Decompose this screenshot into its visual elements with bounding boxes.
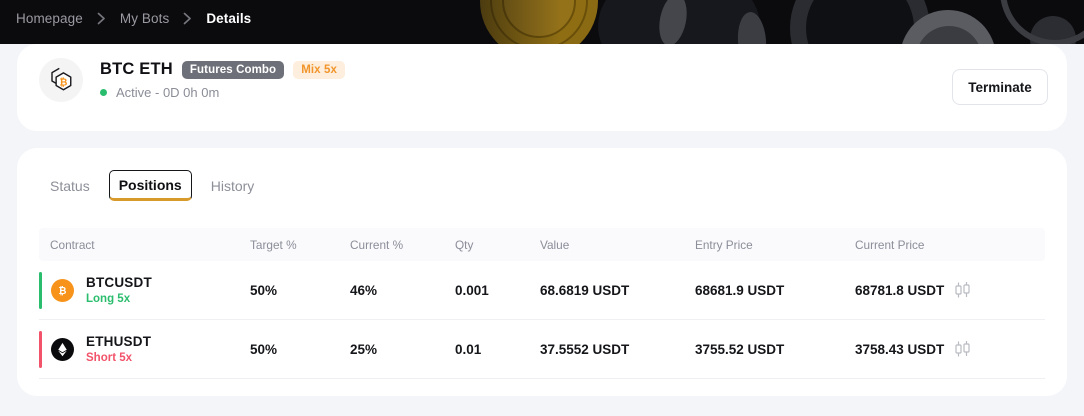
table-header-row: Contract Target % Current % Qty Value En… xyxy=(39,228,1045,261)
positions-content-card: Status Positions History Contract Target… xyxy=(17,148,1067,396)
hero-banner: Homepage My Bots Details xyxy=(0,0,1084,44)
hero-gradient-overlay xyxy=(0,0,1084,44)
column-header-target: Target % xyxy=(250,237,297,252)
hero-decorative-art xyxy=(0,0,1084,44)
cell-entry-price: 3755.52 USDT xyxy=(695,341,785,357)
candlestick-chart-icon[interactable] xyxy=(954,340,971,358)
status-dot-icon xyxy=(100,89,107,96)
svg-text:₿: ₿ xyxy=(59,286,67,297)
positions-table: Contract Target % Current % Qty Value En… xyxy=(39,228,1045,379)
bitcoin-hexagon-icon: ₿ xyxy=(39,58,83,102)
contract-symbol: BTCUSDT xyxy=(86,275,152,290)
cell-target: 50% xyxy=(250,282,278,298)
table-row: ETHUSDT Short 5x 50% 25% 0.01 37.5552 US… xyxy=(39,320,1045,379)
cell-value: 68.6819 USDT xyxy=(540,282,630,298)
tab-bar: Status Positions History xyxy=(39,170,265,201)
position-side-indicator-long xyxy=(39,272,42,309)
column-header-entry-price: Entry Price xyxy=(695,237,753,252)
bot-title-line: BTC ETH Futures Combo Mix 5x xyxy=(100,60,345,79)
cell-current-price: 68781.8 USDT xyxy=(855,282,945,298)
tab-history[interactable]: History xyxy=(210,177,255,194)
contract-symbol: ETHUSDT xyxy=(86,334,152,349)
badge-leverage: Mix 5x xyxy=(293,60,345,79)
badge-strategy-type: Futures Combo xyxy=(181,60,285,79)
cell-current-price: 3758.43 USDT xyxy=(855,341,945,357)
bot-meta: BTC ETH Futures Combo Mix 5x Active - 0D… xyxy=(100,60,345,100)
cell-target: 50% xyxy=(250,341,278,357)
bot-status: Active - 0D 0h 0m xyxy=(100,85,345,100)
column-header-current: Current % xyxy=(350,237,404,252)
bot-name: BTC ETH xyxy=(100,60,173,78)
bot-header-card: ₿ BTC ETH Futures Combo Mix 5x Active - … xyxy=(17,44,1067,131)
breadcrumb-item-homepage[interactable]: Homepage xyxy=(16,10,83,26)
cell-current-price-wrap: 68781.8 USDT xyxy=(844,281,1045,299)
cell-qty: 0.001 xyxy=(455,282,489,298)
terminate-button[interactable]: Terminate xyxy=(952,69,1048,105)
position-side-indicator-short xyxy=(39,331,42,368)
cell-qty: 0.01 xyxy=(455,341,482,357)
candlestick-chart-icon[interactable] xyxy=(954,281,971,299)
cell-current: 25% xyxy=(350,341,378,357)
cell-entry-price: 68681.9 USDT xyxy=(695,282,785,298)
breadcrumb-item-details: Details xyxy=(206,10,252,26)
column-header-value: Value xyxy=(540,237,570,252)
contract-text: BTCUSDT Long 5x xyxy=(86,275,152,305)
column-header-qty: Qty xyxy=(455,237,474,252)
svg-text:₿: ₿ xyxy=(59,77,67,88)
bot-status-text: Active - 0D 0h 0m xyxy=(116,85,220,100)
contract-cell: ₿ BTCUSDT Long 5x xyxy=(39,275,239,305)
ethereum-coin-icon xyxy=(51,337,74,361)
contract-direction: Long 5x xyxy=(86,293,131,305)
contract-direction: Short 5x xyxy=(86,352,133,364)
column-header-current-price: Current Price xyxy=(855,237,925,252)
bitcoin-coin-icon: ₿ xyxy=(51,278,74,302)
cell-current: 46% xyxy=(350,282,378,298)
tab-positions[interactable]: Positions xyxy=(108,170,192,201)
cell-value: 37.5552 USDT xyxy=(540,341,630,357)
tab-status[interactable]: Status xyxy=(50,177,90,194)
column-header-contract: Contract xyxy=(50,237,95,252)
contract-text: ETHUSDT Short 5x xyxy=(86,334,151,364)
bot-identity: ₿ BTC ETH Futures Combo Mix 5x Active - … xyxy=(39,58,345,102)
cell-current-price-wrap: 3758.43 USDT xyxy=(844,340,1045,358)
chevron-right-icon-2 xyxy=(183,12,192,25)
table-row: ₿ BTCUSDT Long 5x 50% 46% 0.001 68.6819 … xyxy=(39,261,1045,320)
contract-cell: ETHUSDT Short 5x xyxy=(39,334,239,364)
breadcrumb-item-my-bots[interactable]: My Bots xyxy=(119,10,170,26)
chevron-right-icon xyxy=(97,12,106,25)
breadcrumb: Homepage My Bots Details xyxy=(16,0,251,36)
